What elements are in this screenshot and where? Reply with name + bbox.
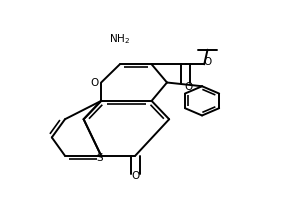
Text: NH$_2$: NH$_2$ (109, 33, 130, 46)
Text: S: S (97, 153, 103, 163)
Text: O: O (185, 82, 193, 92)
Text: O: O (131, 171, 139, 181)
Text: O: O (203, 57, 212, 67)
Text: O: O (91, 77, 99, 88)
